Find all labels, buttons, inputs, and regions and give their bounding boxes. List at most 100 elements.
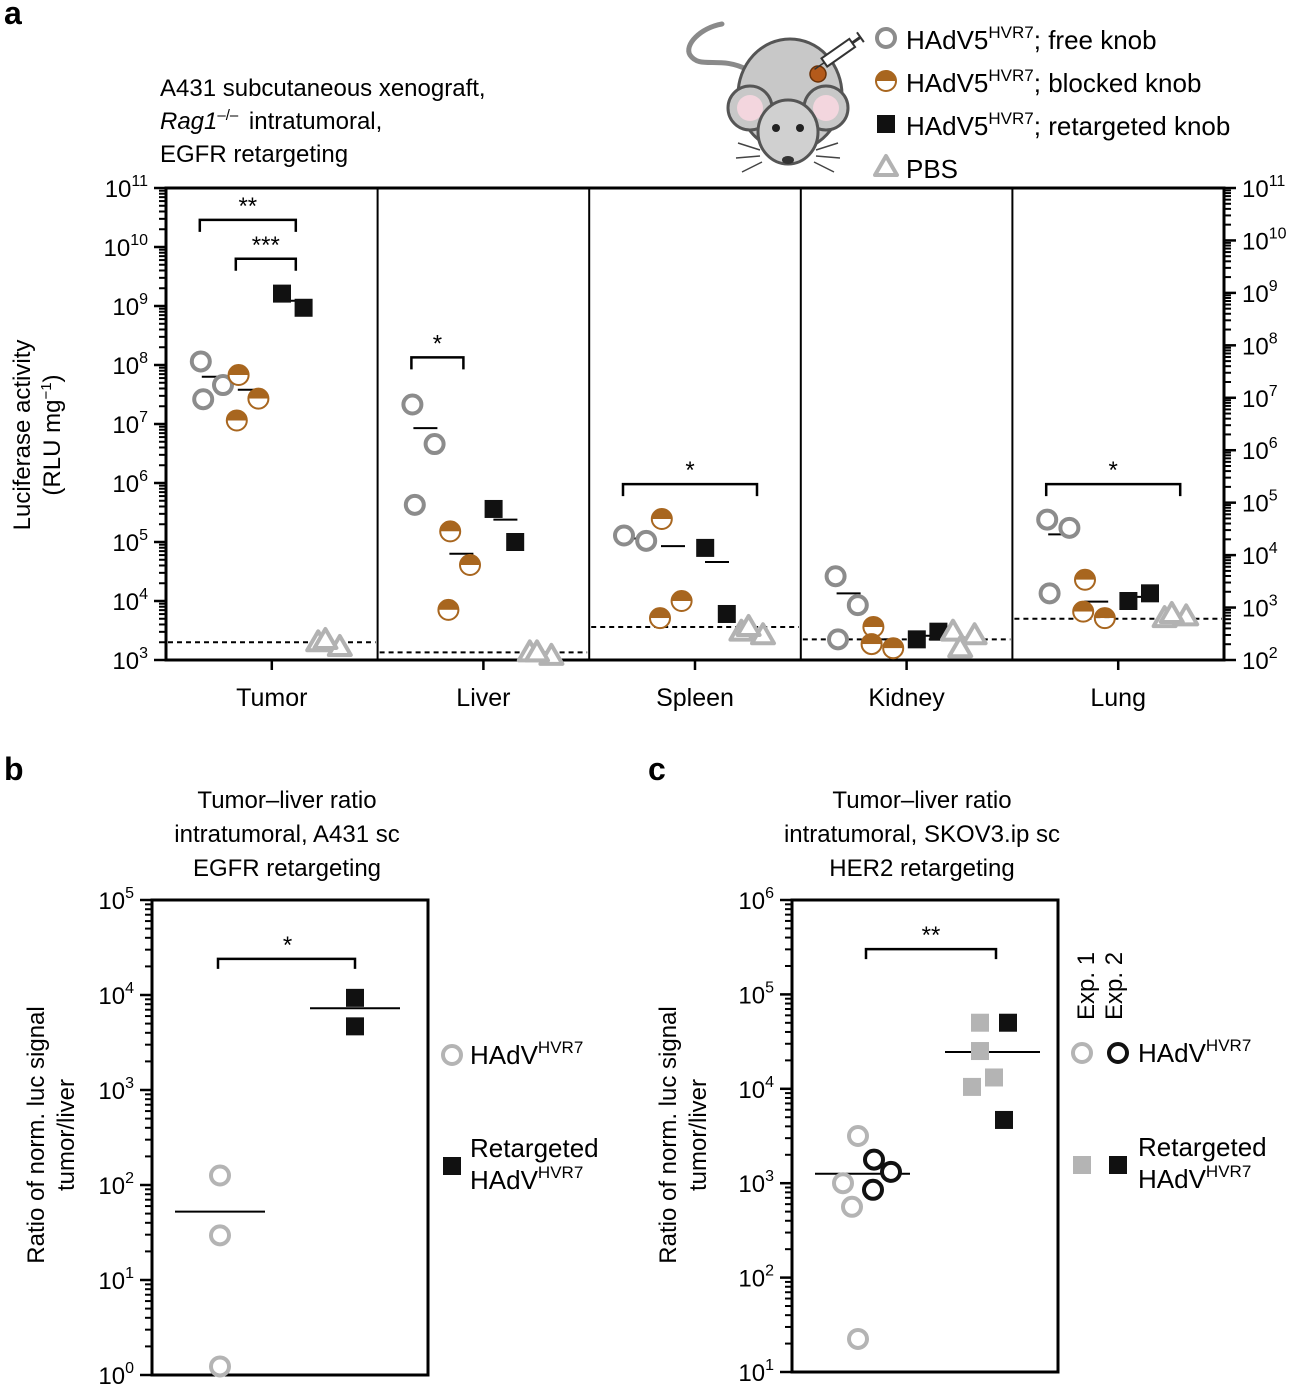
panel-c-exp-1-label: Exp. 1 xyxy=(1073,952,1100,1020)
panel-a-right-tick-label: 102 xyxy=(1242,645,1278,675)
panel-a-left-tick-label: 109 xyxy=(112,291,148,321)
organ-group-lung: Lung * xyxy=(1011,188,1222,712)
organ-group-tumor: Tumor***** xyxy=(168,193,376,712)
data-point-blocked-outline xyxy=(439,520,462,543)
data-point-pbs xyxy=(312,626,339,650)
plot-panel-c: 106105104103102101**HAdVHVR7RetargetedHA… xyxy=(738,885,1266,1384)
panel-a-ylabel: Luciferase activity (RLU mg−1) xyxy=(9,340,66,531)
panel-c-title-line-3: HER2 retargeting xyxy=(829,855,1014,882)
panel-c-frame xyxy=(790,898,1060,1374)
data-point-light-square xyxy=(971,1013,989,1032)
data-point-blocked-outline xyxy=(1093,607,1116,630)
data-point-blocked-top-half xyxy=(1073,601,1094,612)
data-point-blocked-outline xyxy=(650,507,673,530)
data-point-blocked xyxy=(437,598,460,621)
data-point-light-square xyxy=(963,1077,981,1096)
significance-label: *** xyxy=(252,232,280,259)
data-point-blocked xyxy=(860,633,883,656)
data-point-blocked-bottom-half xyxy=(650,618,670,629)
panel-a-right-tick-label: 108 xyxy=(1242,330,1278,360)
panel-a-title-line-2: Rag1–/– intratumoral, xyxy=(160,107,382,135)
data-point-pbs xyxy=(961,622,988,646)
data-point-light-circle xyxy=(841,1195,863,1218)
data-point-free xyxy=(635,529,658,552)
mouse-eye-left xyxy=(772,124,780,132)
data-point-free xyxy=(192,388,215,411)
data-point-blocked xyxy=(670,590,693,612)
data-point-retargeted xyxy=(907,630,926,649)
data-point-pbs xyxy=(940,618,966,642)
panel-c-exp-labels: Exp. 1 Exp. 2 xyxy=(1073,952,1128,1020)
panel-a-right-tick-label: 1010 xyxy=(1242,225,1287,255)
data-point-blocked xyxy=(225,409,248,432)
data-point-blocked xyxy=(649,607,671,630)
data-point-blocked-top-half xyxy=(460,555,480,566)
data-point-blocked-bottom-half xyxy=(1075,579,1095,590)
data-point-blocked-top-half xyxy=(1075,569,1095,580)
significance-bracket xyxy=(621,482,759,497)
legend-marker-dark-square xyxy=(443,1157,461,1175)
legend-label-square: HAdVHVR7 xyxy=(1138,1162,1251,1194)
data-point-blocked-bottom-half xyxy=(228,375,249,386)
significance-bracket xyxy=(864,947,998,960)
organ-x-label: Spleen xyxy=(656,684,734,712)
data-point-blocked-bottom-half xyxy=(226,420,247,431)
legend-marker-exp2-circle xyxy=(1107,1042,1129,1064)
legend-marker-blocked-bottom-half xyxy=(876,81,896,91)
legend-label-blocked: HAdV5HVR7; blocked knob xyxy=(906,66,1201,98)
data-point-retargeted xyxy=(1141,584,1159,603)
data-point-free xyxy=(1038,582,1061,605)
panel-b-tick-label: 102 xyxy=(98,1170,134,1200)
legend-marker-exp1-square xyxy=(1073,1156,1091,1174)
data-point-blocked xyxy=(1074,568,1096,591)
data-point-blocked-bottom-half xyxy=(651,518,672,529)
data-point-free xyxy=(1058,516,1081,539)
data-point-retargeted xyxy=(696,538,715,557)
data-point-dark-circle xyxy=(880,1160,902,1183)
data-point-light-square xyxy=(971,1042,989,1061)
panel-a-right-tick-label: 105 xyxy=(1242,488,1278,518)
panel-a-right-tick-label: 107 xyxy=(1242,383,1278,413)
data-point-pbs xyxy=(524,639,550,663)
data-point-blocked-bottom-half xyxy=(1094,618,1115,629)
data-point-blocked-top-half xyxy=(863,616,884,627)
panel-letter-c: c xyxy=(648,751,666,787)
panel-c-tick-label: 104 xyxy=(738,1074,774,1104)
data-point-blocked xyxy=(1093,607,1116,630)
panel-b-tick-label: 105 xyxy=(98,885,134,915)
data-point-blocked-bottom-half xyxy=(1073,611,1094,622)
data-point-blocked-outline xyxy=(247,387,270,410)
panel-b-tick-label: 103 xyxy=(98,1075,134,1105)
data-point-free xyxy=(401,393,424,416)
plot-panel-b: 105104103102101100*HAdVHVR7RetargetedHAd… xyxy=(98,885,598,1384)
organ-group-spleen: Spleen * xyxy=(588,188,799,712)
legend-marker-blocked-outline xyxy=(875,70,897,92)
panel-a-left-tick-label: 107 xyxy=(112,409,148,439)
panel-letter-a: a xyxy=(4,0,22,31)
panel-b-ylabel-line-1: Ratio of norm. luc signal xyxy=(23,1006,50,1263)
significance-label: ** xyxy=(922,922,941,949)
panel-a-ylabel-line-2: (RLU mg−1) xyxy=(38,374,66,495)
data-point-retargeted xyxy=(1119,592,1138,610)
data-point-blocked xyxy=(459,554,481,577)
panel-letter-b: b xyxy=(4,751,24,787)
legend-label-retargeted: HAdV5HVR7; retargeted knob xyxy=(906,109,1230,141)
panel-a-left-tick-label: 1011 xyxy=(105,173,148,203)
legend-label-pbs: PBS xyxy=(906,154,958,184)
panel-a-ylabel-end: ) xyxy=(39,374,66,382)
data-point-blocked-outline xyxy=(882,637,905,660)
data-point-retargeted xyxy=(717,604,736,623)
data-point-dark-square xyxy=(995,1110,1013,1129)
legend-panel-a: HAdV5HVR7; free knob HAdV5HVR7; blocked k… xyxy=(873,23,1230,184)
data-point-blocked-bottom-half xyxy=(883,648,904,659)
organ-group-liver: Liver * xyxy=(376,188,588,712)
legend-marker-exp2-square xyxy=(1109,1156,1127,1174)
panel-c-ylabel-line-2: tumor/liver xyxy=(685,1079,712,1191)
data-point-free xyxy=(846,594,869,617)
panel-a-left-tick-label: 1010 xyxy=(104,232,149,262)
panel-c-title-line-2: intratumoral, SKOV3.ip sc xyxy=(784,821,1060,848)
data-point-light-circle xyxy=(209,1355,231,1378)
legend-marker-pbs xyxy=(873,154,899,177)
panel-a-right-tick-label: 1011 xyxy=(1242,173,1285,203)
data-point-blocked-outline xyxy=(649,607,671,630)
